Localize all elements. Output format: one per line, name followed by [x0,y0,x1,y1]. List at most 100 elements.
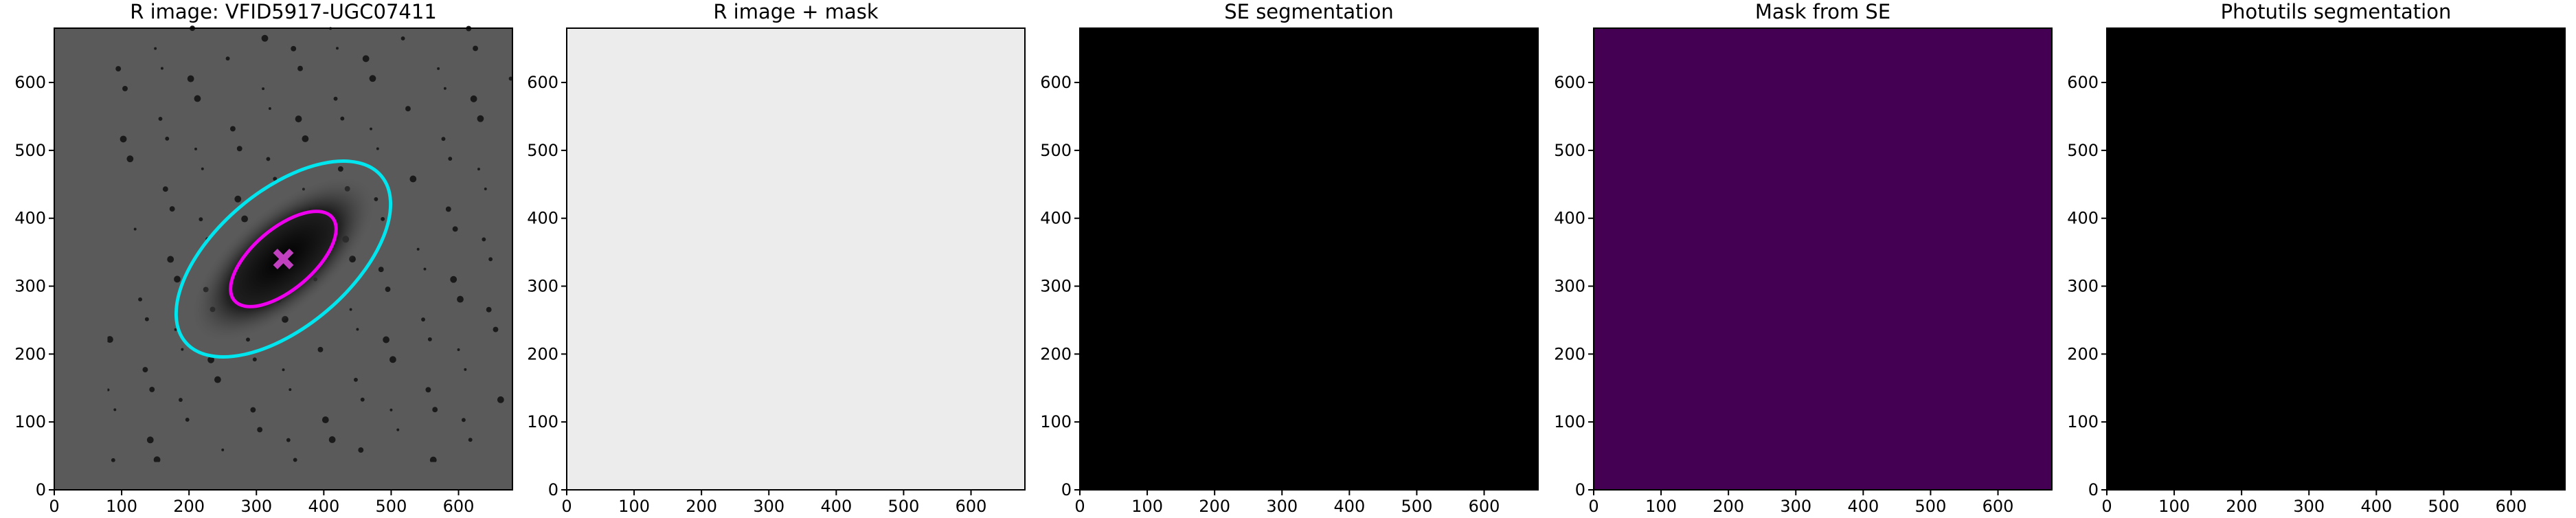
chart-title: SE segmentation [1224,0,1393,23]
star [154,47,157,50]
y-tick-label: 400 [1040,209,1072,228]
y-tick-label: 600 [527,73,558,92]
star [257,427,263,433]
star [214,376,221,383]
y-tick-label: 600 [1554,73,1585,92]
x-tick-label: 300 [753,497,784,515]
x-tick-label: 600 [1982,497,2014,515]
star [378,267,384,273]
y-tick-label: 0 [1061,480,1072,499]
y-tick-label: 500 [1554,141,1585,160]
star [107,388,110,392]
star [473,45,478,52]
image-background [567,28,1025,490]
star [162,186,168,192]
star [194,147,197,150]
star [497,396,504,403]
x-tick-label: 200 [1713,497,1744,515]
y-tick-label: 600 [1040,73,1072,92]
center-marker [273,248,294,270]
star [437,67,440,70]
star [376,147,379,150]
star [360,397,365,402]
star [470,95,477,102]
axes-frame [54,27,513,491]
y-tick-label: 0 [2088,480,2099,499]
star [221,448,225,451]
star [423,267,427,271]
star [158,116,163,121]
star [165,136,170,141]
star [421,317,425,322]
x-tick-label: 100 [1131,497,1163,515]
star [120,135,127,143]
star [356,328,359,331]
y-tick-label: 200 [1554,344,1585,363]
y-tick-label: 300 [1554,277,1585,296]
star [358,447,364,453]
y-tick-label: 100 [14,412,46,431]
y-tick-label: 400 [527,209,558,228]
star [432,407,438,413]
x-tick-label: 100 [106,497,137,515]
x-tick-label: 600 [443,497,475,515]
chart-title: Photutils segmentation [2221,0,2452,23]
y-tick-label: 0 [548,480,558,499]
star [246,337,250,342]
star [328,436,336,443]
x-tick-label: 100 [618,497,650,515]
chart-title: R image: VFID5917-UGC07411 [130,0,437,23]
axes-frame [2106,27,2566,491]
star [291,45,297,52]
star [302,135,309,142]
y-tick-label: 400 [1554,209,1585,228]
star [115,66,122,72]
y-tick-label: 100 [1554,412,1585,431]
star [185,417,190,422]
y-tick-label: 500 [2067,141,2099,160]
star [160,67,163,70]
x-tick-label: 400 [2360,497,2392,515]
y-tick-label: 200 [2067,344,2099,363]
star [317,346,324,352]
y-tick-label: 600 [14,73,46,92]
star [133,227,137,231]
x-tick-label: 500 [888,497,920,515]
star [297,65,303,71]
star [199,217,203,222]
x-tick-label: 400 [308,497,339,515]
image-background [1080,28,1538,490]
star [389,356,396,363]
star [122,86,128,91]
star [457,295,464,303]
image-background [1594,28,2052,490]
image-content [107,25,513,462]
x-tick-label: 200 [2226,497,2257,515]
y-tick-label: 200 [1040,344,1072,363]
x-tick-label: 0 [2101,497,2112,515]
x-tick-label: 500 [2428,497,2460,515]
x-tick-label: 400 [820,497,852,515]
star [201,167,204,170]
x-tick-label: 0 [1588,497,1598,515]
star [169,206,175,212]
star [149,386,155,392]
star [321,416,329,424]
x-tick-label: 200 [686,497,717,515]
star [282,368,285,372]
star [142,367,148,373]
star [273,177,278,181]
star [194,95,201,102]
x-tick-label: 300 [1780,497,1811,515]
star [369,75,376,82]
chart-title: R image + mask [713,0,879,23]
star [167,256,174,263]
star [370,127,372,131]
y-tick-label: 300 [527,277,558,296]
star [452,226,458,232]
star [488,257,493,262]
star [477,115,484,122]
star [187,75,194,82]
x-tick-label: 0 [1074,497,1085,515]
